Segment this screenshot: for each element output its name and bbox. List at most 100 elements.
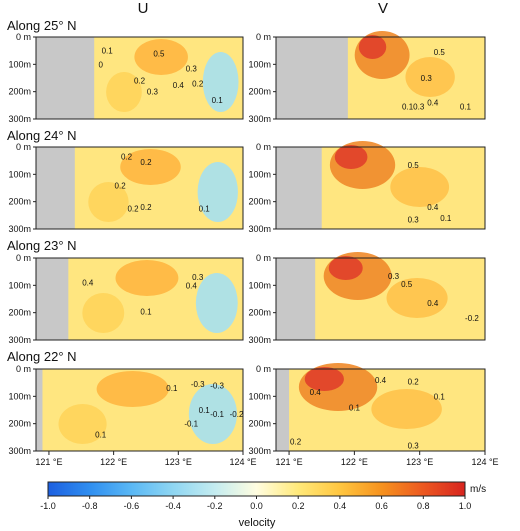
depth-tick-label: 300m	[8, 446, 31, 456]
colorbar-tick-label: 0.8	[417, 501, 430, 511]
colorbar-tick-label: -0.6	[124, 501, 140, 511]
depth-tick-label: 300m	[8, 224, 31, 234]
depth-tick-label: 0 m	[256, 253, 271, 263]
contour-label: 0.2	[121, 153, 133, 162]
colorbar-tick-label: 0.6	[375, 501, 388, 511]
velocity-band	[197, 162, 238, 222]
panel-frame	[35, 257, 244, 341]
depth-tick-label: 100m	[248, 280, 271, 290]
velocity-band	[120, 149, 181, 185]
velocity-band	[358, 35, 387, 59]
contour-label: 0.4	[427, 299, 439, 308]
depth-tick-label: 300m	[248, 446, 271, 456]
contour-label: 0.2	[115, 181, 127, 190]
depth-tick-label: 300m	[248, 335, 271, 345]
land-mask	[276, 37, 348, 119]
depth-tick-label: 200m	[8, 197, 31, 207]
colorbar-tick-label: 0.0	[250, 501, 263, 511]
land-mask	[276, 147, 322, 229]
velocity-band	[328, 256, 363, 280]
colorbar-unit: m/s	[470, 484, 486, 495]
depth-tick-label: 200m	[248, 419, 271, 429]
depth-tick-label: 0 m	[16, 32, 31, 42]
contour-label: 0.1	[349, 403, 361, 412]
velocity-band	[188, 384, 237, 444]
panel-v-row-3: 0 m 100m 200m 300m 0.4 0.4 0.2 0.1 0.1 0.2 0.3	[248, 363, 486, 456]
lon-tick-label: 122 °E	[100, 457, 127, 467]
velocity-band	[195, 273, 238, 333]
panel-frame	[275, 146, 486, 230]
depth-tick-label: 100m	[8, 59, 31, 69]
longitude-axis: 121 °E 122 °E 123 °E 124 °E 121 °E 122 °E 123 …	[35, 451, 499, 467]
contour-label: 0.2	[140, 203, 152, 212]
contour-label: 0.3	[186, 64, 198, 73]
land-mask	[36, 37, 95, 119]
velocity-band	[390, 167, 450, 207]
panel-v-row-2: 0 m 100m 200m 300m 0.30.5 0.4 -0.2	[248, 252, 486, 345]
contour-label: 0.1	[460, 103, 472, 112]
contour-label: 0.2	[408, 377, 420, 386]
depth-tick-label: 200m	[248, 197, 271, 207]
row-title-23n: Along 23° N	[7, 238, 77, 253]
contour-label: 0.5	[408, 161, 420, 170]
velocity-band	[371, 389, 442, 429]
panel-frame	[275, 257, 486, 341]
row-title-22n: Along 22° N	[7, 349, 77, 364]
panel-frame	[35, 36, 244, 120]
contour-label: 0.4	[427, 99, 439, 108]
depth-tick-label: 0 m	[256, 364, 271, 374]
contour-label: 0.2	[140, 158, 152, 167]
colorbar-tick-label: 0.4	[334, 501, 347, 511]
contour-label: 0.1	[102, 47, 114, 56]
velocity-band	[202, 52, 239, 112]
row-title-24n: Along 24° N	[7, 128, 77, 143]
velocity-colorbar: -1.0 -0.8 -0.6 -0.4 -0.2 0.0 0.2 0.4 0.6 0.8 1.0	[40, 481, 471, 511]
colorbar-bar	[47, 481, 466, 497]
velocity-band	[304, 367, 344, 391]
depth-tick-label: 300m	[8, 335, 31, 345]
contour-label: 0.4	[82, 279, 94, 288]
contour-label: 0.4	[375, 376, 387, 385]
contour-label: 0.4	[427, 203, 439, 212]
contour-label: 0.4	[310, 388, 322, 397]
contour-label: 0.1	[140, 307, 152, 316]
velocity-band	[58, 404, 107, 444]
depth-tick-label: 100m	[8, 280, 31, 290]
contour-label: 0.2	[134, 77, 146, 86]
contour-label: 0.3	[192, 273, 204, 282]
contour-label: 0.1	[434, 392, 446, 401]
velocity-band	[386, 278, 448, 318]
lon-tick-label: 124 °E	[471, 457, 498, 467]
contour-label: 0.3	[408, 215, 420, 224]
panel-frame	[35, 368, 244, 452]
contour-label: 0.3	[388, 272, 400, 281]
velocity-band	[134, 39, 188, 75]
depth-tick-label: 100m	[248, 59, 271, 69]
depth-tick-label: 200m	[8, 87, 31, 97]
colorbar-tick-label: -0.2	[207, 501, 223, 511]
contour-label: 0.5	[434, 48, 446, 57]
contour-label: 0.1	[199, 205, 211, 214]
contour-label: 0	[98, 60, 103, 69]
velocity-band	[82, 293, 125, 333]
velocity-band	[405, 57, 455, 97]
panel-frame	[275, 36, 486, 120]
contour-label: -0.3	[191, 380, 205, 389]
depth-tick-label: 100m	[8, 391, 31, 401]
colorbar-tick-label: -0.4	[165, 501, 181, 511]
contour-label: 0.2	[290, 437, 302, 446]
panel-frame	[275, 368, 486, 452]
land-mask	[36, 369, 43, 451]
depth-tick-label: 0 m	[16, 142, 31, 152]
contour-label: 0.1	[199, 406, 211, 415]
contour-label: -0.2	[230, 410, 244, 419]
contour-label: 0.4	[186, 281, 198, 290]
lon-tick-label: 121 °E	[35, 457, 62, 467]
contour-label: 0.3	[408, 442, 420, 451]
panel-v-row-0: 0 m 100m 200m 300m 0.5 0.3 0.40.10.3 0.1	[248, 31, 486, 124]
depth-tick-label: 0 m	[16, 253, 31, 263]
velocity-band	[106, 72, 142, 112]
